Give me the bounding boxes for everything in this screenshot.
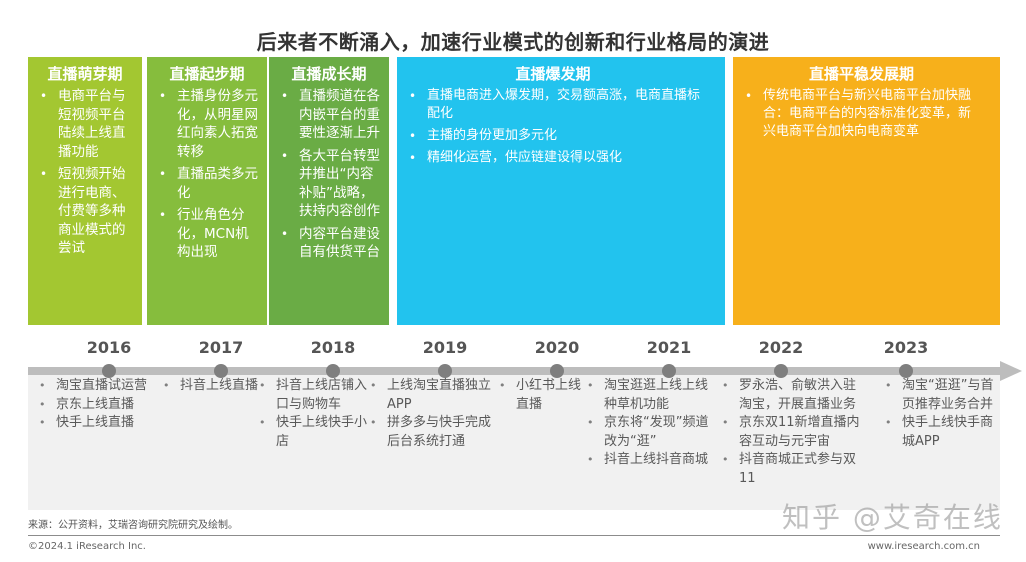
footer-divider — [28, 535, 1000, 536]
phase-bullet: 主播身份多元化，从明星网红向素人拓宽转移 — [155, 87, 259, 161]
event-item: 上线淘宝直播独立APP — [367, 377, 491, 414]
event-item: 抖音上线直播 — [160, 377, 258, 396]
events-2020: 小红书上线直播 — [496, 377, 588, 414]
source-note: 来源：公开资料，艾瑞咨询研究院研究及绘制。 — [28, 520, 238, 531]
timeline-dot-icon — [550, 364, 564, 378]
event-item: 抖音上线店铺入口与购物车 — [256, 377, 368, 414]
events-2017: 抖音上线直播 — [160, 377, 258, 396]
timeline-axis — [28, 367, 1003, 375]
events-2021: 淘宝逛逛上线上线种草机功能 京东将“发现”频道改为“逛” 抖音上线抖音商城 — [584, 377, 720, 470]
phase-bullet: 短视频开始进行电商、付费等多种商业模式的尝试 — [36, 165, 134, 258]
phase-bullet: 行业角色分化，MCN机构出现 — [155, 206, 259, 262]
year-label: 2016 — [86, 338, 132, 357]
event-item: 京东双11新增直播内容互动与元宇宙 — [719, 414, 867, 451]
event-item: 京东将“发现”频道改为“逛” — [584, 414, 720, 451]
year-labels: 2016 2017 2018 2019 2020 2021 2022 2023 — [0, 338, 1026, 360]
event-item: 拼多多与快手完成后台系统打通 — [367, 414, 491, 451]
phase-bullet: 电商平台与短视频平台陆续上线直播功能 — [36, 87, 134, 161]
event-item: 罗永浩、俞敏洪入驻淘宝，开展直播业务 — [719, 377, 867, 414]
phase-title: 直播起步期 — [169, 65, 245, 83]
year-label: 2023 — [883, 338, 929, 357]
phase-bullet: 主播的身份更加多元化 — [405, 127, 701, 145]
event-item: 快手上线快手小店 — [256, 414, 368, 451]
year-label: 2020 — [534, 338, 580, 357]
phase-card-stable: 直播平稳发展期 传统电商平台与新兴电商平台加快融合：电商平台的内容标准化变革，新… — [733, 57, 1000, 325]
event-item: 抖音商城正式参与双11 — [719, 451, 867, 488]
events-2018: 抖音上线店铺入口与购物车 快手上线快手小店 — [256, 377, 368, 451]
event-item: 淘宝逛逛上线上线种草机功能 — [584, 377, 720, 414]
watermark: 知乎 @艾奇在线 — [782, 501, 1003, 534]
year-label: 2021 — [646, 338, 692, 357]
phase-bullet: 直播频道在各内嵌平台的重要性逐渐上升 — [277, 87, 381, 143]
event-item: 快手上线直播 — [36, 414, 148, 433]
phase-title: 直播成长期 — [291, 65, 367, 83]
events-2019: 上线淘宝直播独立APP 拼多多与快手完成后台系统打通 — [367, 377, 491, 451]
events-2022: 罗永浩、俞敏洪入驻淘宝，开展直播业务 京东双11新增直播内容互动与元宇宙 抖音商… — [719, 377, 867, 488]
phase-bullet: 各大平台转型并推出“内容补贴”战略，扶持内容创作 — [277, 147, 381, 221]
timeline-dot-icon — [662, 364, 676, 378]
timeline-dot-icon — [899, 364, 913, 378]
event-item: 快手上线快手商城APP — [882, 414, 994, 451]
phase-card-starting: 直播起步期 主播身份多元化，从明星网红向素人拓宽转移 直播品类多元化 行业角色分… — [147, 57, 267, 325]
phase-title: 直播爆发期 — [515, 65, 591, 83]
timeline-dot-icon — [774, 364, 788, 378]
year-label: 2017 — [198, 338, 244, 357]
event-item: 淘宝直播试运营 — [36, 377, 148, 396]
phase-title: 直播萌芽期 — [47, 65, 123, 83]
phase-card-sprouting: 直播萌芽期 电商平台与短视频平台陆续上线直播功能 短视频开始进行电商、付费等多种… — [28, 57, 142, 325]
year-label: 2019 — [422, 338, 468, 357]
event-item: 小红书上线直播 — [496, 377, 588, 414]
event-item: 京东上线直播 — [36, 396, 148, 415]
page-title: 后来者不断涌入，加速行业模式的创新和行业格局的演进 — [256, 30, 770, 54]
phase-card-growth: 直播成长期 直播频道在各内嵌平台的重要性逐渐上升 各大平台转型并推出“内容补贴”… — [269, 57, 389, 325]
year-label: 2022 — [758, 338, 804, 357]
events-2023: 淘宝“逛逛”与首页推荐业务合并 快手上线快手商城APP — [882, 377, 994, 451]
timeline-dot-icon — [326, 364, 340, 378]
phase-title: 直播平稳发展期 — [808, 65, 914, 83]
timeline-dot-icon — [102, 364, 116, 378]
event-item: 淘宝“逛逛”与首页推荐业务合并 — [882, 377, 994, 414]
phase-bullet: 传统电商平台与新兴电商平台加快融合：电商平台的内容标准化变革，新兴电商平台加快向… — [741, 87, 982, 141]
phase-card-explosion: 直播爆发期 直播电商进入爆发期，交易额高涨，电商直播标配化 主播的身份更加多元化… — [397, 57, 725, 325]
year-label: 2018 — [310, 338, 356, 357]
timeline-dot-icon — [438, 364, 452, 378]
website-link[interactable]: www.iresearch.com.cn — [867, 541, 980, 552]
timeline-dot-icon — [214, 364, 228, 378]
copyright: ©2024.1 iResearch Inc. — [28, 541, 146, 552]
phase-bullet: 内容平台建设自有供货平台 — [277, 225, 381, 262]
events-2016: 淘宝直播试运营 京东上线直播 快手上线直播 — [36, 377, 148, 433]
phase-bullet: 直播电商进入爆发期，交易额高涨，电商直播标配化 — [405, 87, 701, 123]
timeline-arrow-icon — [1000, 361, 1022, 381]
event-item: 抖音上线抖音商城 — [584, 451, 720, 470]
phase-bullet: 直播品类多元化 — [155, 165, 259, 202]
phase-bullet: 精细化运营，供应链建设得以强化 — [405, 149, 701, 167]
